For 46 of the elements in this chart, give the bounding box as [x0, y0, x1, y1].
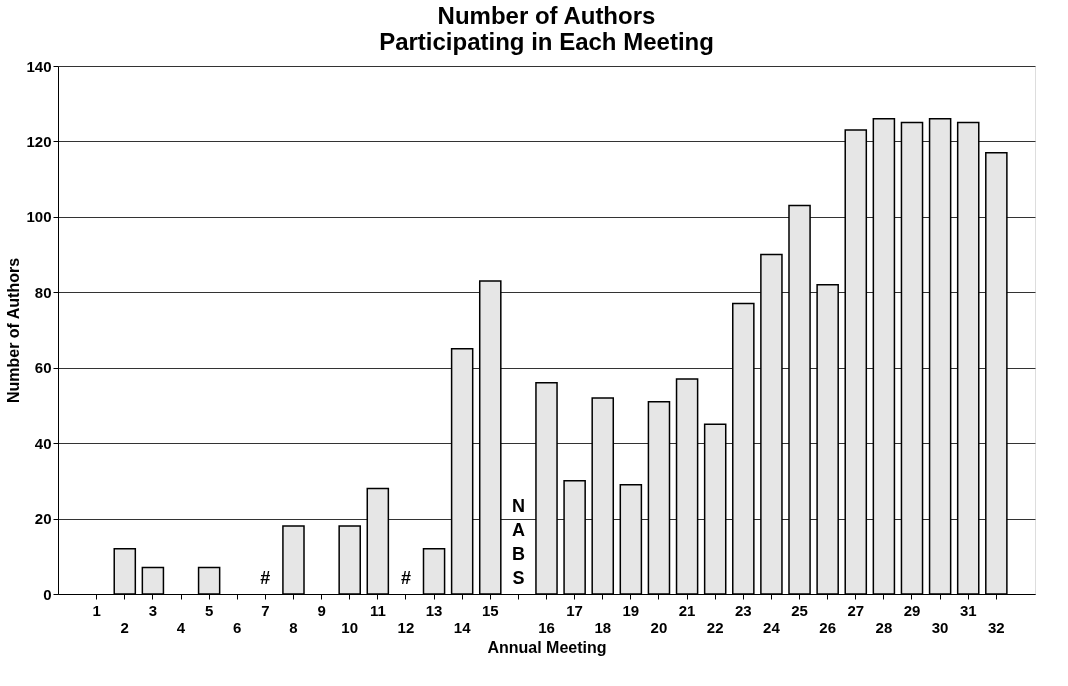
x-tick-label: 31 [959, 601, 977, 619]
y-tick-label: 40 [34, 434, 52, 452]
x-tick-label: 12 [397, 618, 415, 636]
x-tick-label: 11 [369, 601, 386, 619]
x-tick-label: 22 [706, 618, 724, 636]
x-tick-label: 30 [931, 618, 949, 636]
x-tick-label: 25 [791, 601, 808, 619]
x-tick-label: 13 [425, 601, 443, 619]
text: NABS [511, 496, 525, 588]
x-tick-label: 23 [734, 601, 752, 619]
x-tick-label: 28 [875, 618, 893, 636]
x-tick-label: 24 [763, 618, 781, 636]
x-tick-label: 18 [594, 618, 612, 636]
y-tick-label: 100 [26, 208, 52, 226]
x-tick-label: 7 [261, 601, 270, 619]
x-tick-label: 17 [566, 601, 583, 619]
text: # [260, 568, 271, 588]
x-tick-label: 15 [481, 601, 499, 619]
x-tick-label: 2 [120, 618, 129, 636]
x-tick-label: 4 [176, 618, 186, 636]
x-tick-label: 20 [650, 618, 668, 636]
x-tick-label: 5 [204, 601, 214, 619]
x-tick-label: 32 [988, 618, 1005, 636]
x-tick-label: 19 [622, 601, 640, 619]
x-tick-label: 26 [819, 618, 836, 636]
x-tick-label: 1 [92, 601, 101, 619]
y-tick-label: 120 [26, 132, 52, 150]
y-axis-title: Number of Authors [5, 257, 23, 404]
y-tick-label: 0 [43, 585, 52, 603]
x-axis-title: Annual Meeting [487, 638, 607, 656]
y-tick-label: 20 [34, 510, 52, 528]
x-tick-label: 21 [678, 601, 696, 619]
x-tick-label: 6 [233, 618, 242, 636]
chart-title: Number of Authors Participating in Each Meeting [379, 2, 714, 55]
x-tick-label: 9 [317, 601, 326, 619]
x-tick-label: 3 [148, 601, 158, 619]
x-tick-label: 8 [289, 618, 298, 636]
x-tick-label: 14 [453, 618, 472, 636]
text: # [400, 568, 411, 588]
x-tick-label: 27 [847, 601, 865, 619]
x-tick-label: 10 [341, 618, 359, 636]
x-tick-label: 29 [903, 601, 921, 619]
y-tick-label: 60 [34, 359, 52, 377]
y-tick-label: 80 [34, 283, 52, 301]
y-tick-label: 140 [26, 57, 52, 75]
x-tick-label: 16 [538, 618, 555, 636]
